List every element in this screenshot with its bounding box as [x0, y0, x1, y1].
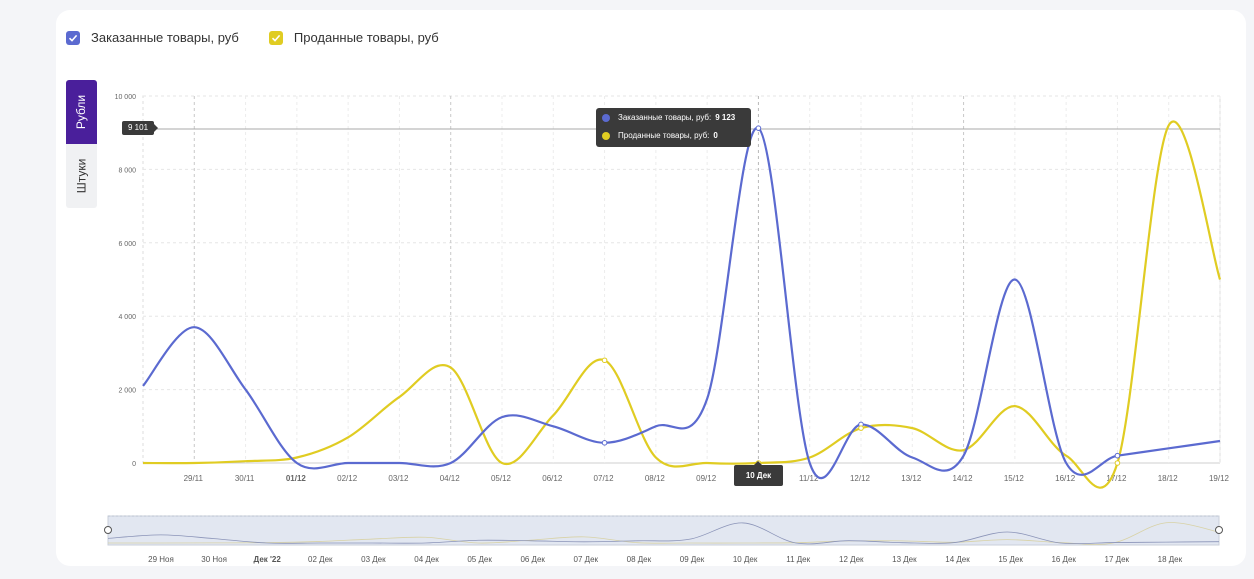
navigator-label: 11 Дек	[786, 555, 810, 564]
tooltip-label-ordered: Заказанные товары, руб:	[618, 113, 712, 122]
x-tick-label: 18/12	[1158, 474, 1179, 483]
x-tick-label: 29/11	[184, 474, 204, 483]
x-tick-label: 14/12	[953, 474, 974, 483]
navigator-label: Дек '22	[254, 555, 282, 564]
series-line-ordered	[142, 127, 1221, 480]
navigator-line-ordered	[107, 522, 1220, 545]
chart-card	[56, 10, 1246, 566]
point-sold	[1114, 460, 1121, 466]
x-tick-label: 07/12	[594, 474, 615, 483]
y-tick-label: 0	[132, 461, 136, 468]
navigator-range	[107, 515, 1220, 546]
checkbox-ordered[interactable]	[66, 30, 80, 45]
x-tick-label: 08/12	[645, 474, 666, 483]
navigator-handle-left	[104, 526, 112, 534]
tooltip-dot-sold	[602, 131, 610, 140]
navigator-label: 04 Дек	[414, 555, 439, 564]
navigator-label: 02 Дек	[308, 555, 333, 564]
y-tick-label: 6 000	[118, 241, 136, 248]
navigator-label: 30 Ноя	[201, 555, 227, 564]
tooltip-row-sold: Проданные товары, руб: 0	[602, 131, 718, 140]
plot-border	[142, 95, 1221, 464]
point-ordered	[601, 440, 608, 446]
tooltip-value-ordered: 9 123	[715, 113, 736, 122]
navigator-label: 12 Дек	[839, 555, 864, 564]
navigator-label: 10 Дек	[733, 555, 758, 564]
tooltip-row-ordered: Заказанные товары, руб: 9 123	[602, 113, 735, 122]
point-sold	[601, 357, 608, 364]
x-tick-label: 12/12	[850, 474, 871, 483]
point-sold	[858, 425, 864, 431]
tooltip-dot-ordered	[602, 113, 610, 122]
navigator-label: 29 Ноя	[148, 555, 174, 564]
point-ordered	[1114, 452, 1121, 459]
legend-item-ordered[interactable]: Заказанные товары, руб	[66, 30, 239, 45]
y-tick-label: 4 000	[118, 314, 136, 321]
navigator-label: 18 Дек	[1158, 555, 1183, 564]
navigator-line-sold	[107, 522, 1220, 545]
legend-label-sold: Проданные товары, руб	[293, 30, 439, 45]
point-ordered	[755, 125, 762, 131]
navigator-label: 13 Дек	[892, 555, 917, 564]
x-tick-label: 15/12	[1004, 474, 1025, 483]
legend-label-ordered: Заказанные товары, руб	[91, 30, 239, 45]
y-tick-label: 8 000	[118, 167, 136, 174]
y-tick-label: 10 000	[115, 94, 137, 101]
crosshair-x-label: 10 Дек	[734, 461, 783, 486]
checkbox-sold[interactable]	[268, 30, 283, 45]
navigator-label: 05 Дек	[467, 555, 492, 564]
x-tick-label: 04/12	[440, 474, 461, 483]
check-icon	[271, 34, 281, 42]
tooltip-value-sold: 0	[713, 131, 718, 140]
x-tick-label: 17/12	[1106, 474, 1127, 483]
navigator-label: 08 Дек	[627, 555, 652, 564]
x-tick-label: 16/12	[1055, 474, 1076, 483]
x-tick-label: 05/12	[491, 474, 512, 483]
navigator-label: 15 Дек	[998, 555, 1023, 564]
x-tick-label: 09/12	[696, 474, 717, 483]
navigator-label: 06 Дек	[520, 555, 545, 564]
series-line-sold	[142, 120, 1222, 489]
navigator-label: 16 Дек	[1051, 555, 1076, 564]
navigator-label: 09 Дек	[680, 555, 705, 564]
chart-legend: Заказанные товары, руб Проданные товары,…	[66, 30, 469, 45]
x-tick-label: 19/12	[1209, 474, 1230, 483]
x-tick-label: 06/12	[542, 474, 563, 483]
chart-tooltip: Заказанные товары, руб: 9 123 Проданные …	[596, 108, 751, 147]
navigator-label: 03 Дек	[361, 555, 386, 564]
tooltip-label-sold: Проданные товары, руб:	[618, 131, 710, 140]
navigator-label: 07 Дек	[574, 555, 599, 564]
crosshair-y-label: 9 101	[122, 121, 159, 135]
unit-toggle: Рубли Штуки	[66, 80, 97, 208]
x-tick-label: 30/11	[235, 474, 255, 483]
navigator-handle-right	[1215, 526, 1223, 534]
toggle-rub-button[interactable]: Рубли	[66, 80, 97, 144]
navigator-label: 17 Дек	[1105, 555, 1130, 564]
navigator-label: 14 Дек	[945, 555, 970, 564]
x-tick-label: 03/12	[388, 474, 409, 483]
x-tick-label: 02/12	[337, 474, 358, 483]
check-icon	[68, 34, 78, 42]
y-tick-label: 2 000	[118, 388, 136, 395]
x-tick-label: 11/12	[799, 474, 819, 483]
x-tick-label: 01/12	[286, 474, 307, 483]
x-tick-label: 13/12	[901, 474, 922, 483]
legend-item-sold[interactable]: Проданные товары, руб	[268, 30, 439, 45]
